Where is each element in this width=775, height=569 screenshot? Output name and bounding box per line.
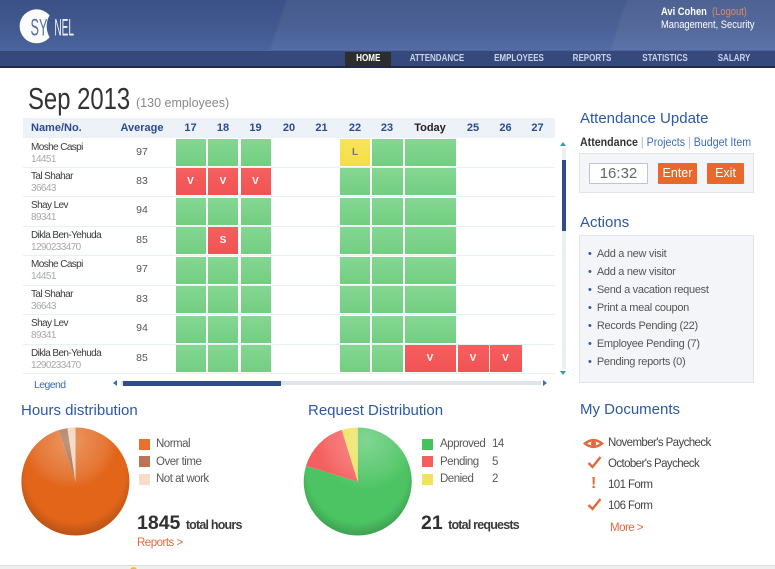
svg-text:SY: SY: [31, 15, 48, 41]
svg-text:NEL: NEL: [54, 13, 74, 40]
